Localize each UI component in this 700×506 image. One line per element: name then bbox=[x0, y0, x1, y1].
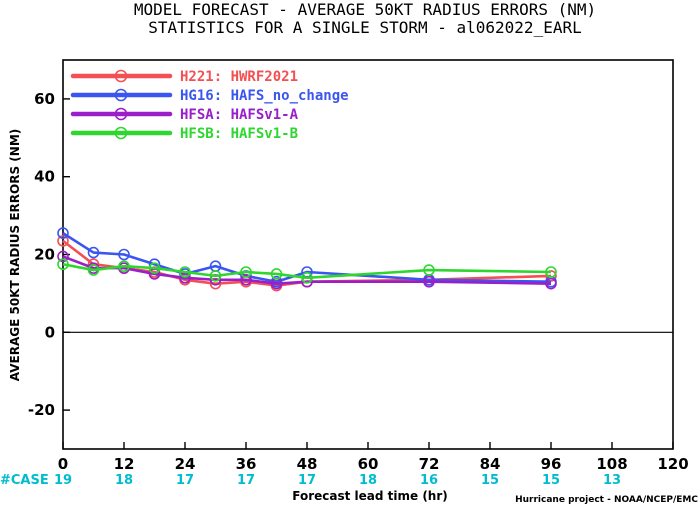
legend-label: HG16: HAFS_no_change bbox=[180, 88, 349, 104]
chart-subtitle: STATISTICS FOR A SINGLE STORM - al062022… bbox=[148, 18, 581, 37]
x-tick-label: 48 bbox=[297, 455, 318, 473]
series-point bbox=[270, 268, 283, 280]
case-count: 15 bbox=[481, 473, 499, 488]
legend-label: HFSB: HAFSv1-B bbox=[180, 126, 298, 142]
credit-text: Hurricane project - NOAA/NCEP/EMC bbox=[515, 495, 698, 505]
case-count: 18 bbox=[115, 473, 133, 488]
x-tick-label: 84 bbox=[480, 455, 501, 473]
y-tick-label: 60 bbox=[34, 90, 55, 108]
x-tick-label: 12 bbox=[114, 455, 135, 473]
series-point bbox=[57, 235, 69, 247]
case-count: 15 bbox=[542, 473, 560, 488]
series-point bbox=[545, 277, 557, 290]
y-tick-label: -20 bbox=[28, 401, 55, 419]
series-point bbox=[57, 258, 69, 271]
legend-swatch-marker bbox=[114, 88, 128, 102]
series-line bbox=[62, 262, 552, 280]
series-point bbox=[57, 227, 69, 239]
x-tick-label: 0 bbox=[58, 455, 68, 473]
series-point bbox=[87, 264, 100, 276]
x-axis: 0 12 24 36 48 60 72 84 96 108 120 bbox=[58, 442, 689, 473]
series-point bbox=[87, 246, 100, 259]
series-point bbox=[423, 275, 435, 288]
legend-label: HFSA: HAFSv1-A bbox=[180, 107, 299, 123]
series-point bbox=[423, 264, 435, 276]
series-point bbox=[179, 266, 191, 278]
case-count: 16 bbox=[420, 473, 438, 488]
series-point bbox=[209, 270, 222, 282]
case-count: 17 bbox=[237, 473, 255, 488]
x-tick-label: 96 bbox=[541, 455, 562, 473]
case-count: 18 bbox=[359, 473, 377, 488]
legend-swatch-marker bbox=[114, 107, 128, 121]
y-axis-label: AVERAGE 50KT RADIUS ERRORS (NM) bbox=[8, 129, 22, 381]
y-tick-label: 20 bbox=[34, 246, 55, 264]
case-count: 17 bbox=[176, 473, 194, 488]
legend-swatch-marker bbox=[114, 69, 128, 83]
series-line bbox=[62, 232, 552, 284]
x-tick-label: 60 bbox=[358, 455, 379, 473]
x-tick-label: 36 bbox=[236, 455, 257, 473]
y-tick-label: 40 bbox=[34, 168, 55, 186]
series-point bbox=[118, 260, 130, 272]
case-count-row: #CASE 19 18 17 17 17 18 16 15 15 13 bbox=[0, 473, 621, 488]
legend: H221: HWRF2021 HG16: HAFS_no_change HFSA: … bbox=[70, 69, 349, 142]
series-point bbox=[57, 250, 69, 263]
x-tick-label: 108 bbox=[596, 455, 627, 473]
case-label: #CASE bbox=[0, 473, 49, 488]
series-point bbox=[118, 248, 130, 261]
series-point bbox=[545, 266, 557, 278]
series-layer bbox=[57, 227, 557, 292]
x-axis-label: Forecast lead time (hr) bbox=[292, 489, 448, 503]
x-tick-label: 120 bbox=[657, 455, 688, 473]
y-tick-label: 0 bbox=[45, 323, 55, 341]
series-point bbox=[240, 266, 252, 278]
legend-swatch-marker bbox=[114, 126, 128, 140]
x-tick-label: 72 bbox=[419, 455, 440, 473]
x-tick-label: 24 bbox=[175, 455, 196, 473]
case-count: 17 bbox=[298, 473, 316, 488]
legend-label: H221: HWRF2021 bbox=[180, 69, 298, 85]
series-point bbox=[240, 273, 252, 286]
series-point bbox=[301, 272, 313, 284]
chart-title: MODEL FORECAST - AVERAGE 50KT RADIUS ERR… bbox=[134, 0, 596, 19]
case-count: 19 bbox=[54, 473, 72, 488]
series-point bbox=[148, 262, 161, 274]
case-count: 13 bbox=[603, 473, 621, 488]
plot-frame bbox=[62, 59, 674, 450]
y-axis: -20 0 20 40 60 bbox=[28, 90, 70, 419]
